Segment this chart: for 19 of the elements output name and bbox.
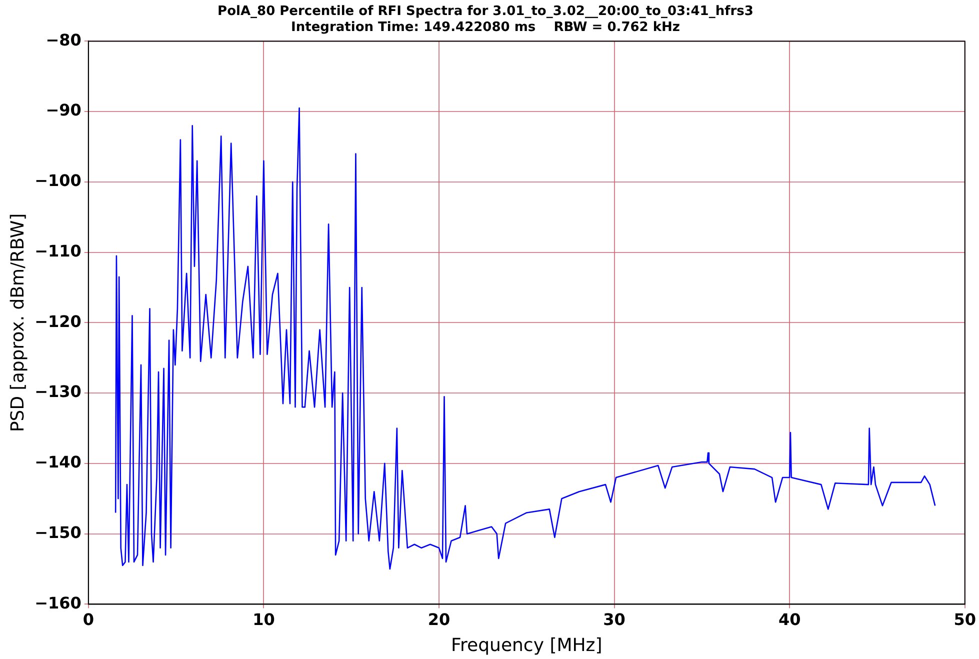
x-tick-label: 20	[428, 610, 450, 629]
y-tick-label: −80	[46, 30, 82, 50]
x-tick-label: 40	[778, 610, 801, 629]
y-tick-label: −160	[34, 593, 82, 612]
y-tick-label: −110	[34, 241, 82, 260]
y-tick-label: −140	[34, 452, 82, 472]
x-axis-title: Frequency [MHz]	[450, 634, 602, 656]
y-tick-label: −130	[34, 382, 82, 402]
y-tick-label: −90	[46, 100, 82, 120]
chart-subtitle: Integration Time: 149.422080 ms RBW = 0.762 kHz	[291, 20, 680, 35]
x-tick-label: 0	[82, 610, 94, 629]
x-tick-label: 30	[603, 610, 626, 629]
y-tick-label: −150	[34, 522, 82, 542]
y-tick-label: −100	[34, 171, 82, 190]
chart-title: PolA_80 Percentile of RFI Spectra for 3.01_to_3.02__20:00_to_03:41_hfrs3	[218, 4, 754, 20]
x-tick-label: 50	[954, 610, 976, 629]
y-tick-label: −120	[34, 312, 82, 331]
y-axis-title: PSD [approx. dBm/RBW]	[7, 213, 28, 432]
x-tick-label: 10	[252, 610, 275, 629]
